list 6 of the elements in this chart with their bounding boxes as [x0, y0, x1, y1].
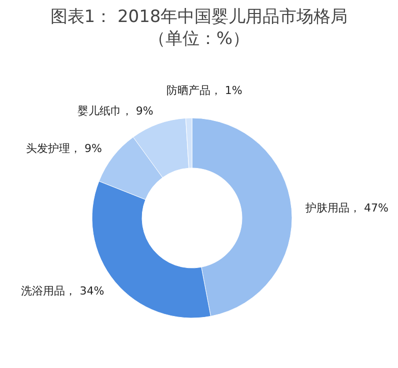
slice-label: 洗浴用品， 34%	[21, 284, 104, 298]
slice-label: 头发护理， 9%	[26, 142, 102, 156]
slice-label: 护肤用品， 47%	[304, 201, 388, 214]
slice-label: 婴儿纸巾， 9%	[77, 104, 154, 118]
chart-title: 图表1： 2018年中国婴儿用品市场格局（单位：%）	[49, 6, 349, 50]
slice-label: 防晒产品， 1%	[166, 84, 242, 98]
